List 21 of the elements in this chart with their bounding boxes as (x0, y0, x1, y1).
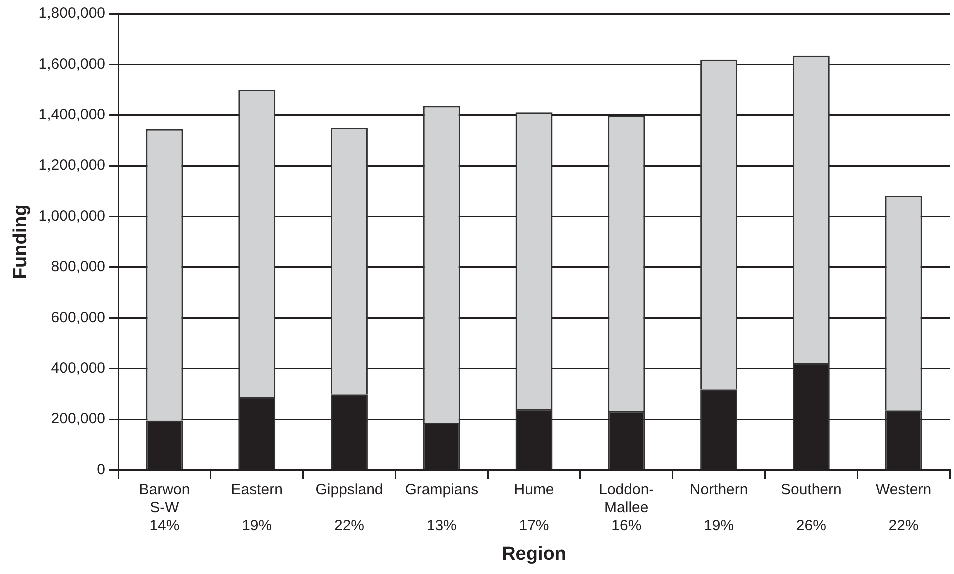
y-tick-label: 1,200,000 (38, 157, 106, 174)
y-tick-label: 1,400,000 (38, 106, 106, 124)
x-axis-title: Region (502, 544, 566, 565)
category-label: Northern 19% (690, 481, 748, 534)
y-tick-label: 600,000 (51, 309, 106, 326)
y-axis-title: Funding (10, 204, 32, 280)
category-label: Western 22% (876, 481, 932, 534)
y-tick-label: 0 (97, 461, 106, 478)
y-tick-label: 800,000 (51, 258, 106, 276)
category-label: Gippsland 22% (316, 481, 384, 534)
x-tick-label: Loddon- Mallee 16% (599, 481, 654, 534)
category-label: Southern 26% (780, 481, 842, 534)
y-tick-label: 1,000,000 (38, 208, 106, 225)
category-label: Hume 17% (514, 481, 554, 534)
y-tick-label: 400,000 (51, 360, 106, 377)
x-tick-label: Barwon S-W 14% (139, 481, 190, 534)
y-tick-label: 1,600,000 (38, 56, 106, 73)
category-label: Grampians 13% (405, 481, 479, 534)
y-tick-label: 1,800,000 (38, 5, 106, 22)
category-label: Eastern 19% (231, 481, 283, 534)
y-tick-label: 200,000 (51, 410, 106, 428)
